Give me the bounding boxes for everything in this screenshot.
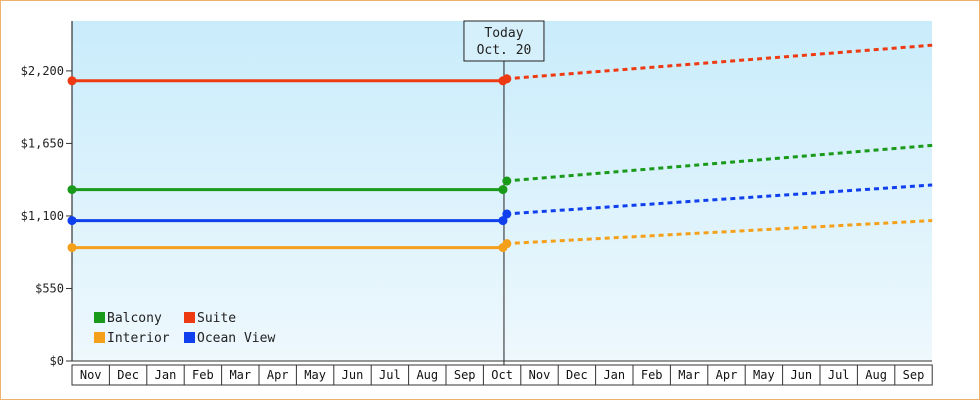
- month-axis-bar: [71, 364, 933, 386]
- month-label-mar: Mar: [229, 368, 251, 382]
- data-point-balcony[interactable]: [502, 176, 512, 186]
- month-label-aug: Aug: [865, 368, 887, 382]
- data-point-ocean-view[interactable]: [498, 216, 508, 226]
- month-label-sep: Sep: [903, 368, 925, 382]
- month-label-nov: Nov: [80, 368, 102, 382]
- data-point-interior[interactable]: [67, 243, 77, 253]
- y-tick-label: $1,100: [21, 209, 64, 223]
- month-label-jan: Jan: [603, 368, 625, 382]
- data-point-suite[interactable]: [67, 76, 77, 86]
- month-label-nov: Nov: [529, 368, 551, 382]
- data-point-interior[interactable]: [502, 239, 512, 249]
- forecast-line-interior: [505, 219, 933, 246]
- legend-swatch-balcony: [94, 312, 105, 323]
- legend-label-balcony[interactable]: Balcony: [107, 311, 162, 326]
- y-tick-label: $2,200: [21, 64, 64, 78]
- month-label-may: May: [753, 368, 775, 382]
- today-callout: [463, 20, 545, 62]
- today-callout-text: Oct. 20: [477, 43, 532, 58]
- data-point-ocean-view[interactable]: [67, 216, 77, 226]
- legend-label-interior[interactable]: Interior: [107, 331, 170, 346]
- legend-label-ocean-view[interactable]: Ocean View: [197, 331, 275, 346]
- month-label-aug: Aug: [416, 368, 438, 382]
- month-label-mar: Mar: [678, 368, 700, 382]
- month-label-apr: Apr: [716, 368, 738, 382]
- month-label-may: May: [304, 368, 326, 382]
- month-label-feb: Feb: [641, 368, 663, 382]
- month-label-sep: Sep: [454, 368, 476, 382]
- month-label-jul: Jul: [828, 368, 850, 382]
- data-point-ocean-view[interactable]: [502, 209, 512, 219]
- data-point-balcony[interactable]: [67, 185, 77, 195]
- y-tick-label: $0: [50, 354, 64, 368]
- legend-label-suite[interactable]: Suite: [197, 311, 236, 326]
- month-label-jan: Jan: [155, 368, 177, 382]
- data-point-suite[interactable]: [502, 74, 512, 84]
- month-label-jun: Jun: [342, 368, 364, 382]
- y-tick-label: $1,650: [21, 136, 64, 150]
- y-tick-label: $550: [35, 281, 64, 295]
- month-label-dec: Dec: [566, 368, 588, 382]
- month-label-dec: Dec: [117, 368, 139, 382]
- month-label-apr: Apr: [267, 368, 289, 382]
- legend-swatch-interior: [94, 332, 105, 343]
- month-label-jun: Jun: [790, 368, 812, 382]
- month-label-feb: Feb: [192, 368, 214, 382]
- month-label-jul: Jul: [379, 368, 401, 382]
- today-callout-text: Today: [484, 26, 523, 41]
- legend-swatch-ocean-view: [184, 332, 195, 343]
- month-label-oct: Oct: [491, 368, 513, 382]
- legend-swatch-suite: [184, 312, 195, 323]
- data-point-balcony[interactable]: [498, 185, 508, 195]
